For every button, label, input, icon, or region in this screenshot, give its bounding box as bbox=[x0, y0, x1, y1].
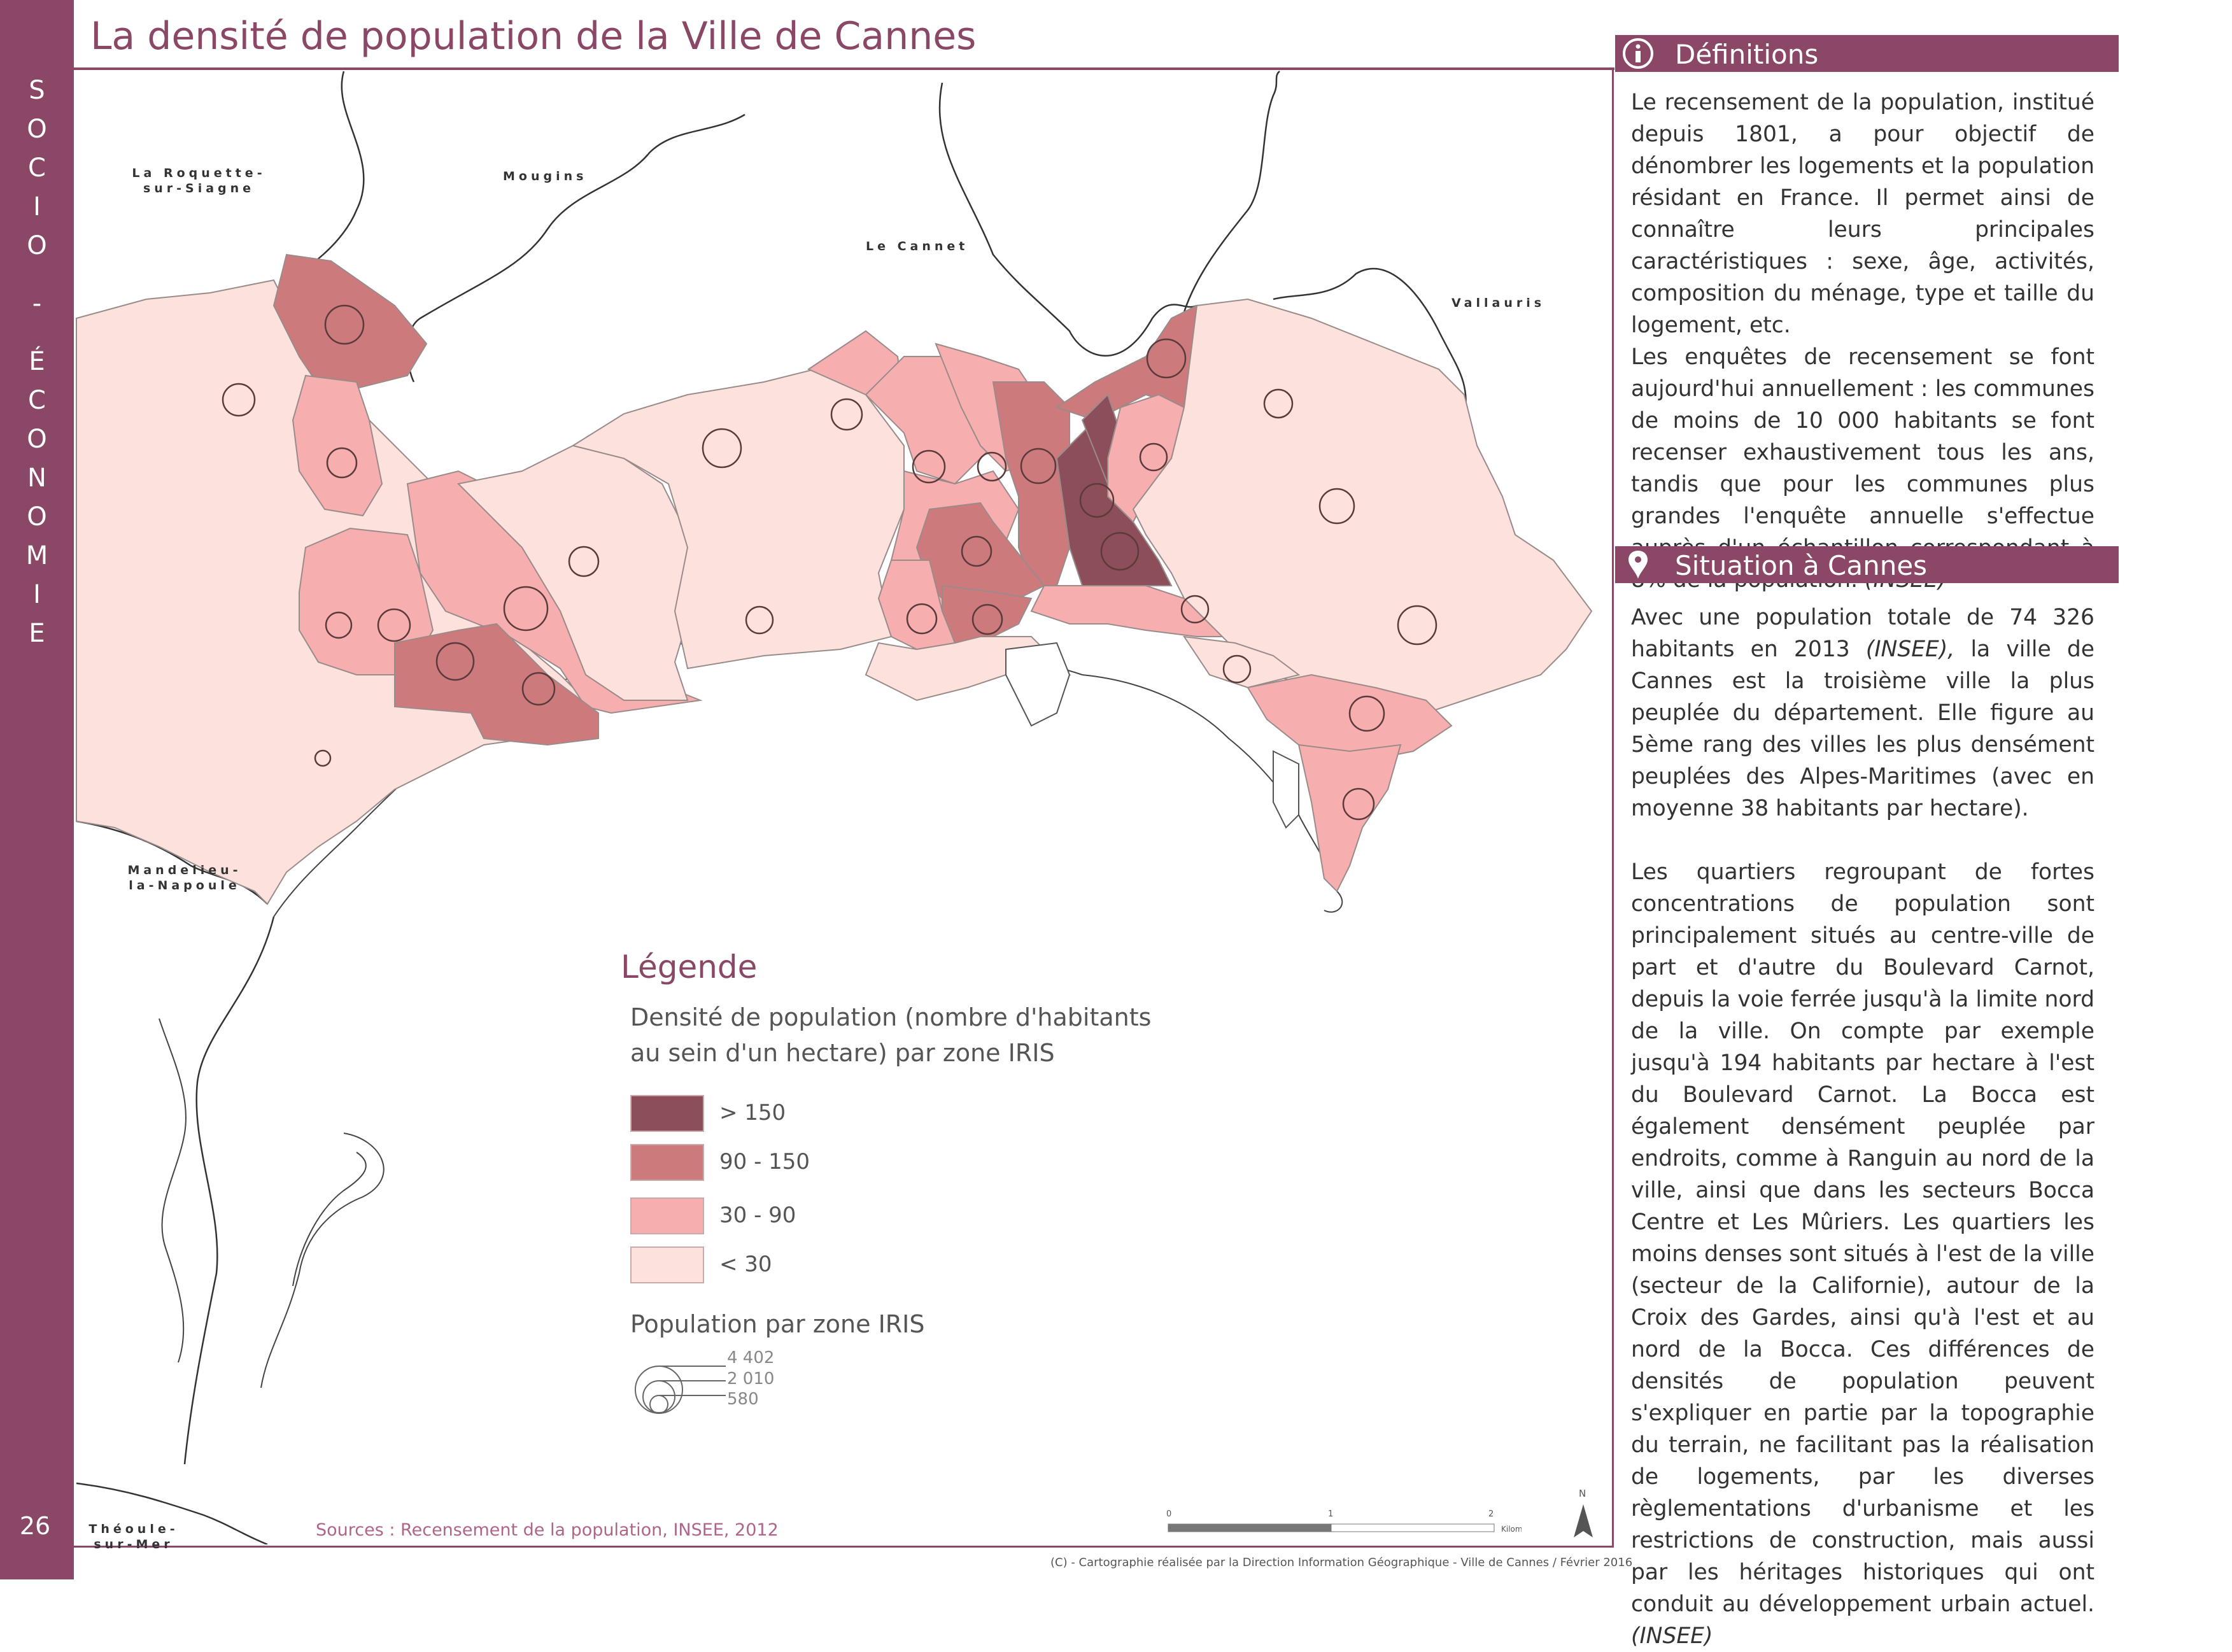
sidebar-letter: I bbox=[33, 580, 41, 609]
town-label-mougins: Mougins bbox=[503, 169, 588, 183]
legend-label: > 150 bbox=[719, 1100, 786, 1126]
sources-note: Sources : Recensement de la population, … bbox=[316, 1520, 779, 1540]
town-label-vallauris: Vallauris bbox=[1452, 296, 1546, 310]
copyright-note: (C) - Cartographie réalisée par la Direc… bbox=[1050, 1556, 1633, 1569]
town-label-le-cannet: Le Cannet bbox=[866, 239, 969, 253]
legend-label: < 30 bbox=[719, 1252, 772, 1277]
sidebar-letter: É bbox=[29, 347, 45, 376]
sidebar-letter: C bbox=[28, 153, 46, 183]
harbour bbox=[1005, 642, 1299, 829]
scale-bar: 0 1 2 Kilomètres bbox=[1166, 1509, 1522, 1534]
town-label-la-roquette: La Roquette- sur-Siagne bbox=[132, 166, 266, 195]
sidebar-letter: - bbox=[32, 289, 42, 318]
zone-palm-beach bbox=[1247, 674, 1453, 765]
sidebar-letter: C bbox=[28, 386, 46, 415]
density-map bbox=[76, 71, 1593, 1544]
zone-croisette-east bbox=[1182, 635, 1301, 689]
sidebar-letter: S bbox=[29, 76, 45, 105]
legend-title: Légende bbox=[621, 949, 758, 985]
definitions-paragraph-1: Le recensement de la population, institu… bbox=[1631, 90, 2094, 338]
scale-tick-2: 2 bbox=[1488, 1509, 1494, 1519]
situation-paragraph-2-text: Les quartiers regroupant de fortes conce… bbox=[1631, 859, 2094, 1617]
sidebar-letter: I bbox=[33, 192, 41, 222]
zone-muriers bbox=[394, 623, 599, 746]
situation-title: Situation à Cannes bbox=[1675, 550, 1928, 581]
legend-swatch bbox=[630, 1246, 704, 1283]
situation-paragraph-1: Avec une population totale de 74 326 hab… bbox=[1631, 602, 2094, 824]
legend-label: 30 - 90 bbox=[719, 1203, 796, 1228]
map-frame-right bbox=[1612, 67, 1614, 1547]
legend-swatch bbox=[630, 1197, 704, 1234]
commune-boundaries bbox=[76, 71, 1467, 1544]
town-label-theoule: Théoule- sur-Mer bbox=[88, 1522, 179, 1551]
sidebar-letter: O bbox=[27, 115, 47, 144]
definitions-title: Définitions bbox=[1675, 39, 1819, 70]
definitions-header: Définitions bbox=[1615, 35, 2119, 72]
legend-subtitle: Densité de population (nombre d'habitant… bbox=[630, 1003, 1152, 1067]
sidebar-letter: M bbox=[25, 541, 48, 570]
legend-swatch bbox=[630, 1144, 704, 1181]
situation-source-2: (INSEE) bbox=[1631, 1623, 1713, 1649]
situation-paragraph-2: Les quartiers regroupant de fortes conce… bbox=[1631, 856, 2094, 1652]
iris-zones bbox=[76, 253, 1593, 905]
zone-californie bbox=[1132, 298, 1593, 727]
situation-header: Situation à Cannes bbox=[1615, 546, 2119, 583]
title-underline bbox=[74, 67, 1614, 70]
scale-tick-0: 0 bbox=[1166, 1509, 1171, 1519]
info-icon bbox=[1623, 38, 1653, 69]
sidebar-letter: E bbox=[29, 619, 45, 648]
legend-label: 90 - 150 bbox=[719, 1149, 810, 1175]
sidebar-letter: O bbox=[27, 231, 47, 260]
population-circles bbox=[222, 304, 1437, 821]
scale-unit: Kilomètres bbox=[1501, 1525, 1522, 1534]
legend-population-title: Population par zone IRIS bbox=[630, 1310, 925, 1338]
situation-text: Avec une population totale de 74 326 hab… bbox=[1631, 602, 2094, 1652]
proportional-circles-legend bbox=[635, 1366, 726, 1414]
sidebar-letter: N bbox=[27, 463, 46, 493]
north-arrow-icon: N bbox=[1574, 1488, 1593, 1537]
page-title: La densité de population de la Ville de … bbox=[90, 14, 977, 59]
definitions-text: Le recensement de la population, institu… bbox=[1631, 87, 2094, 596]
legend-population-mid: 2 010 bbox=[727, 1369, 775, 1388]
zone-ranguin bbox=[272, 253, 428, 396]
page-number: 26 bbox=[19, 1512, 51, 1540]
legend-population-max: 4 402 bbox=[727, 1348, 775, 1367]
legend-population-min: 580 bbox=[727, 1390, 759, 1409]
svg-text:N: N bbox=[1579, 1488, 1586, 1499]
map-frame-bottom bbox=[74, 1546, 1614, 1548]
situation-paragraph-1b: la ville de Cannes est la troisième vill… bbox=[1631, 637, 2095, 821]
sidebar-letter: O bbox=[27, 425, 47, 454]
sidebar-letter: O bbox=[27, 502, 47, 532]
situation-paragraph-1a: Avec une population totale de 74 326 hab… bbox=[1631, 605, 2094, 662]
town-label-mandelieu: Mandelieu- la-Napoule bbox=[127, 863, 242, 893]
situation-source-1: (INSEE), bbox=[1865, 637, 1955, 662]
paragraph-spacer bbox=[1631, 824, 2094, 856]
legend-swatch bbox=[630, 1095, 704, 1132]
zone-point-croisette bbox=[1297, 744, 1402, 893]
zone-bocca-north bbox=[292, 374, 383, 517]
location-pin-icon bbox=[1628, 551, 1648, 579]
scale-tick-1: 1 bbox=[1328, 1509, 1333, 1519]
